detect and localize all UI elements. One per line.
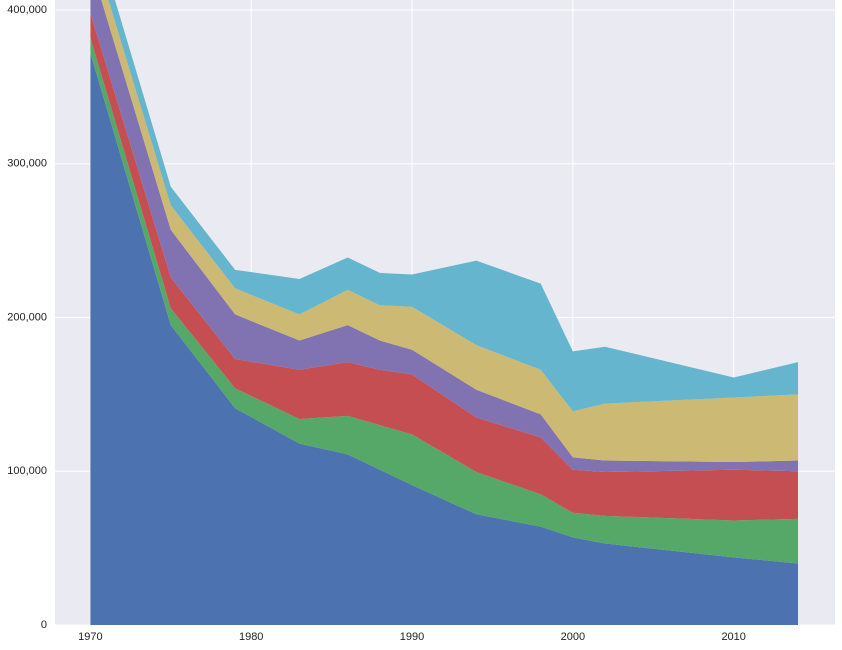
x-tick-label: 2000 xyxy=(561,631,585,643)
y-tick-label: 0 xyxy=(41,619,47,631)
area xyxy=(90,53,799,625)
tick-labels: 0 100,000 200,000 300,000 400,000 1970 1980 199… xyxy=(7,4,746,643)
area xyxy=(90,13,799,521)
x-tick-label: 1990 xyxy=(400,631,424,643)
y-tick-label: 300,000 xyxy=(7,158,47,170)
area xyxy=(90,0,799,473)
area xyxy=(108,0,799,412)
y-tick-label: 200,000 xyxy=(7,311,47,323)
x-tick-label: 1980 xyxy=(239,631,263,643)
areas xyxy=(90,0,799,625)
area xyxy=(101,0,799,463)
y-tick-label: 100,000 xyxy=(7,465,47,477)
x-tick-label: 1970 xyxy=(78,631,102,643)
x-tick-label: 2010 xyxy=(721,631,745,643)
y-tick-label: 400,000 xyxy=(7,4,47,16)
area xyxy=(90,37,799,564)
